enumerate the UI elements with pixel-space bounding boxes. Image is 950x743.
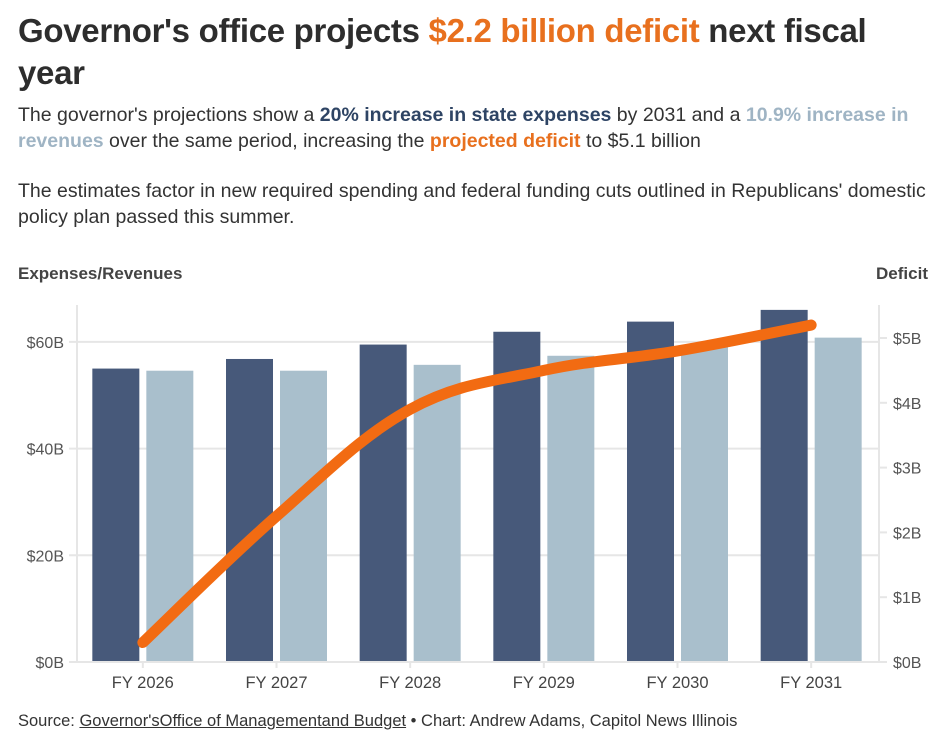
subtitle-text: to $5.1 billion <box>580 130 701 152</box>
left-tick-label: $0B <box>36 655 64 672</box>
revenues-highlight: 10.9% increase in revenues <box>18 104 909 152</box>
right-tick-label: $1B <box>893 590 921 607</box>
x-tick-label: FY 2027 <box>245 674 307 692</box>
source-link[interactable]: Governor'sOffice of Managementand Budget <box>79 712 407 730</box>
right-tick-label: $5B <box>893 331 921 348</box>
deficit-highlight: projected deficit <box>429 130 581 152</box>
bar-revenues <box>814 337 862 662</box>
left-tick-label: $20B <box>27 548 64 565</box>
bar-expenses <box>359 344 407 662</box>
x-tick-label: FY 2029 <box>513 674 575 692</box>
x-tick-label: FY 2026 <box>112 674 174 692</box>
chart-note: The estimates factor in new required spe… <box>18 180 926 228</box>
bar-revenues <box>280 370 327 662</box>
right-axis-title: Deficit <box>876 264 928 283</box>
title-text: Governor's office projects <box>18 12 429 49</box>
expenses-highlight: 20% increase in state expenses <box>319 104 612 126</box>
bar-expenses <box>226 358 273 662</box>
bar-revenues <box>413 364 461 662</box>
left-tick-label: $40B <box>27 442 64 459</box>
x-tick-label: FY 2028 <box>379 674 441 692</box>
right-tick-label: $3B <box>893 461 921 478</box>
chart-subtitle: The governor's projections show a 20% in… <box>18 102 938 154</box>
right-tick-label: $0B <box>893 655 921 672</box>
source-line: Source: Governor'sOffice of Managementan… <box>18 712 737 731</box>
bar-expenses <box>760 309 808 662</box>
x-tick-label: FY 2030 <box>646 674 708 692</box>
bar-revenues <box>681 346 728 662</box>
bar-expenses <box>627 321 674 662</box>
bar-expenses <box>92 368 140 662</box>
left-tick-label: $60B <box>27 335 64 352</box>
subtitle-text: The governor's projections show a <box>18 104 320 126</box>
right-tick-label: $4B <box>893 396 921 413</box>
subtitle-text: by 2031 and a <box>611 104 746 126</box>
bar-expenses <box>493 331 541 662</box>
title-highlight: $2.2 billion deficit <box>428 12 700 49</box>
credit-text: • Chart: Andrew Adams, Capitol News Illi… <box>406 712 738 730</box>
deficit-line <box>137 319 817 649</box>
title-text-end: next fiscal year <box>18 12 867 91</box>
chart-title: Governor's office projects $2.2 billion … <box>18 10 938 94</box>
subtitle-text: over the same period, increasing the <box>103 130 430 152</box>
bar-revenues <box>547 355 595 662</box>
left-axis-title: Expenses/Revenues <box>18 264 183 283</box>
x-tick-label: FY 2031 <box>780 674 842 692</box>
source-label: Source: <box>18 712 80 730</box>
right-tick-label: $2B <box>893 525 921 542</box>
